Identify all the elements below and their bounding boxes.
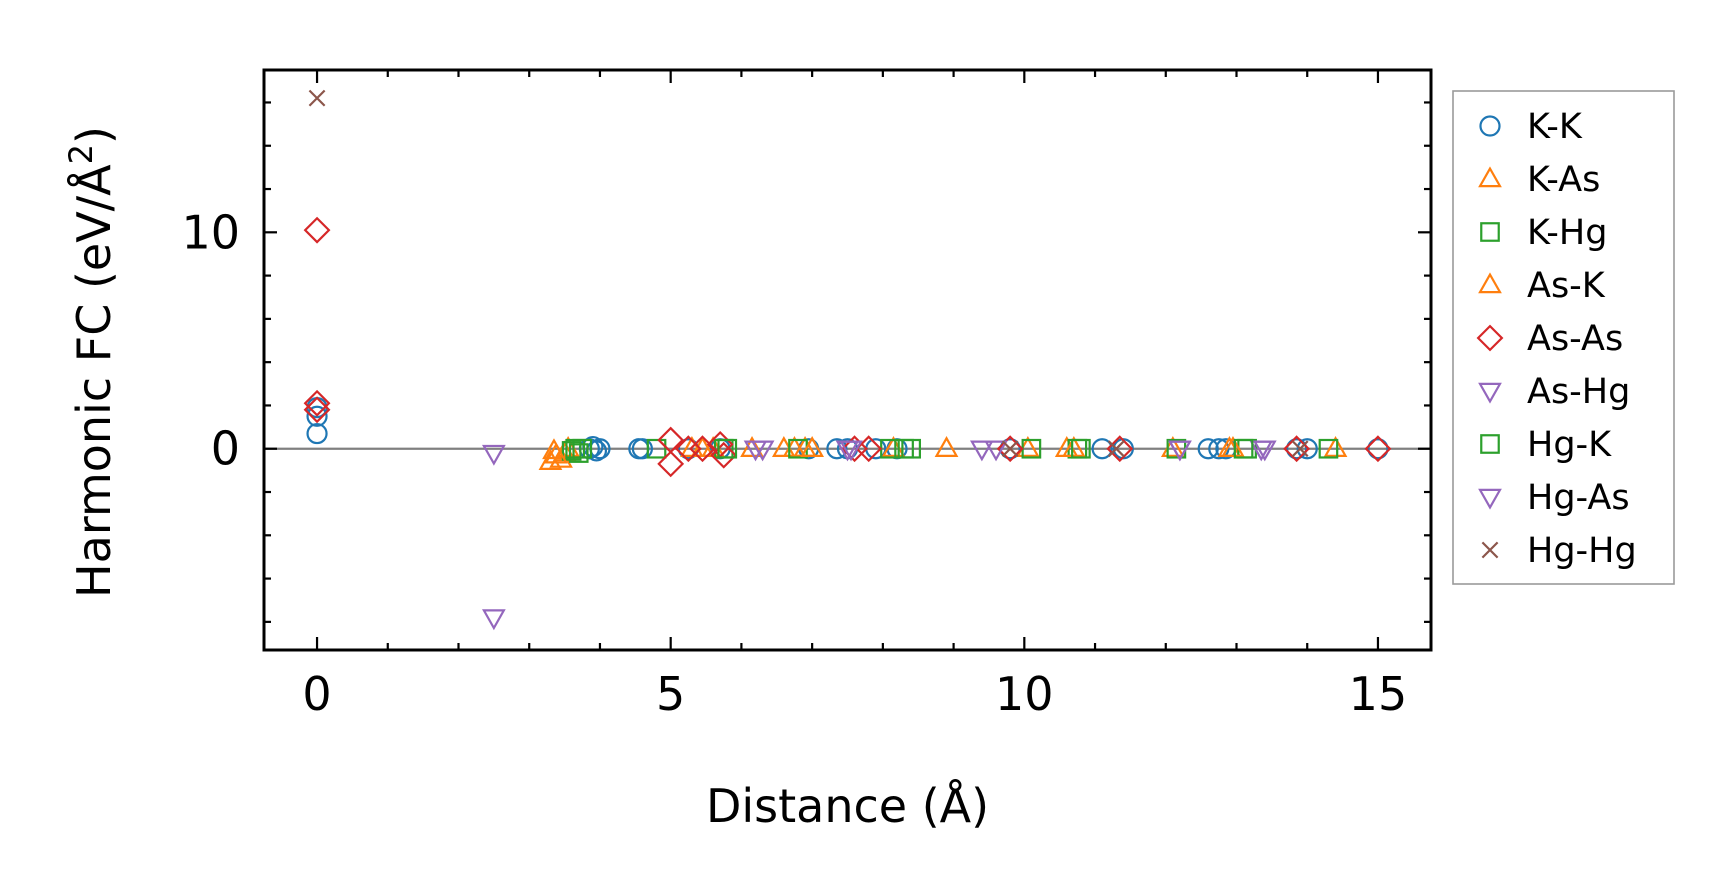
legend-marker: [1479, 115, 1501, 137]
data-point: [750, 440, 775, 462]
legend-marker: [1476, 324, 1504, 352]
legend-entry: K-K: [1479, 107, 1583, 147]
data-point: [800, 436, 825, 457]
data-point: [1323, 436, 1348, 457]
data-point: [631, 438, 653, 460]
legend-entry: K-Hg: [1480, 213, 1607, 253]
legend-marker: [1481, 541, 1499, 559]
series-hg-k: [572, 438, 1254, 459]
data-point: [1107, 440, 1125, 458]
data-point: [657, 450, 685, 478]
data-point: [984, 440, 1008, 462]
data-point: [1233, 438, 1254, 459]
data-point: [689, 435, 716, 463]
series-as-hg: [481, 440, 1274, 631]
legend-entry: Hg-As: [1478, 478, 1630, 518]
data-point: [826, 438, 848, 460]
data-point: [1286, 438, 1308, 460]
legend-entry: K-As: [1478, 160, 1600, 200]
y-axis-label: Harmonic FC (eV/Å2): [62, 126, 121, 598]
legend-entry: Hg-K: [1480, 425, 1612, 465]
data-point: [1318, 438, 1339, 459]
data-point: [1208, 438, 1230, 460]
data-point: [710, 441, 738, 469]
series-hg-as: [750, 440, 1277, 462]
legend-entry: As-As: [1476, 319, 1623, 359]
data-point: [1168, 440, 1192, 462]
data-point: [1061, 436, 1086, 457]
data-point: [934, 436, 959, 457]
data-point: [999, 438, 1021, 460]
data-point: [996, 435, 1024, 463]
data-point: [303, 216, 331, 244]
series-hg-hg: [308, 89, 1309, 458]
data-point: [839, 440, 863, 462]
ticks: [264, 70, 1431, 650]
legend-label: K-K: [1527, 107, 1583, 147]
legend-marker: [1478, 272, 1502, 294]
series-as-as: [303, 216, 1392, 478]
data-point: [303, 389, 331, 417]
data-point: [894, 438, 914, 459]
data-point: [1291, 440, 1309, 458]
y-tick-label: 0: [211, 422, 240, 476]
legend-entry: As-Hg: [1478, 372, 1630, 412]
x-tick-label: 0: [302, 667, 331, 721]
y-tick-label: 10: [181, 205, 240, 259]
legend-marker: [1480, 434, 1500, 454]
legend-label: K-Hg: [1527, 213, 1607, 253]
legend-label: K-As: [1527, 160, 1600, 200]
x-tick-label: 15: [1349, 667, 1408, 721]
data-point: [1367, 438, 1389, 460]
data-point: [1001, 440, 1019, 458]
x-tick-label: 10: [995, 667, 1054, 721]
legend-label: Hg-Hg: [1527, 531, 1637, 571]
plot-area: [264, 89, 1431, 631]
data-point: [306, 422, 328, 445]
data-point: [1252, 440, 1277, 462]
data-point: [1364, 435, 1392, 463]
legend: K-K K-As K-Hg As-K As-As As-Hg Hg-K Hg-As Hg-Hg: [1452, 90, 1675, 585]
legend-marker: [1478, 382, 1502, 404]
legend-marker: [1478, 166, 1502, 188]
data-point: [303, 396, 331, 424]
data-point: [481, 609, 506, 631]
data-point: [572, 438, 593, 459]
legend-marker: [1478, 488, 1502, 510]
x-axis-label: Distance (Å): [706, 779, 989, 833]
data-point: [1091, 438, 1113, 460]
data-point: [717, 438, 738, 459]
data-point: [841, 435, 869, 463]
data-point: [855, 435, 883, 463]
data-point: [1296, 438, 1318, 460]
legend-box: [1452, 90, 1675, 585]
legend-label: As-K: [1527, 266, 1606, 306]
data-point: [544, 442, 568, 464]
data-point: [1197, 438, 1219, 460]
axes: 0 5 10 15 0 10 Distance (Å) Harmonic FC (eV/Å2): [62, 68, 1433, 833]
legend-entry: Hg-Hg: [1481, 531, 1637, 571]
legend-label: Hg-K: [1527, 425, 1612, 465]
data-point: [970, 440, 994, 462]
plot-frame: [262, 68, 1433, 652]
data-point: [1221, 436, 1245, 457]
series-as-k: [544, 436, 1245, 464]
legend-label: As-As: [1527, 319, 1623, 359]
data-point: [1071, 438, 1091, 459]
data-point: [568, 443, 589, 463]
legend-label: As-Hg: [1527, 372, 1630, 412]
x-tick-label: 5: [656, 667, 685, 721]
data-point: [308, 89, 326, 107]
data-point: [481, 444, 506, 466]
legend-marker: [1480, 222, 1500, 242]
data-point: [646, 438, 667, 459]
data-point: [306, 405, 328, 427]
legend-entry: As-K: [1478, 266, 1606, 306]
legend-label: Hg-As: [1527, 478, 1630, 518]
data-point: [674, 435, 702, 463]
data-point: [561, 441, 582, 461]
